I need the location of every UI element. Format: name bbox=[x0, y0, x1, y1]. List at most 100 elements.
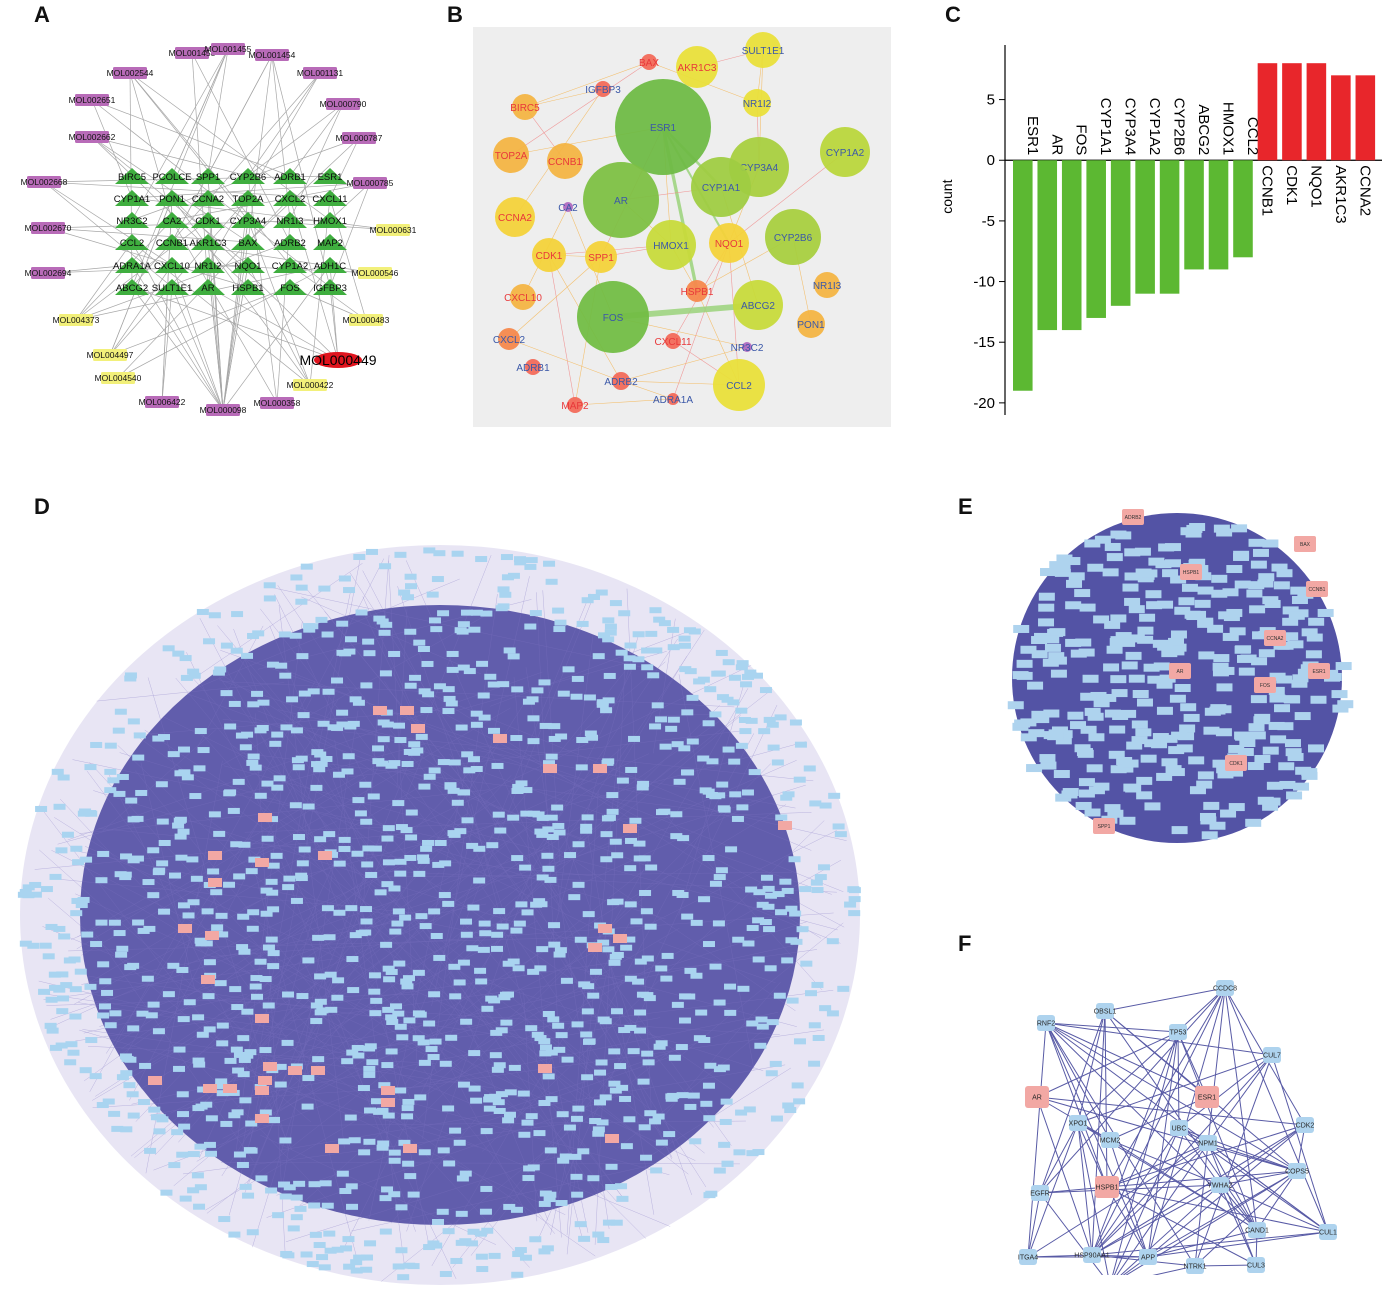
network-node bbox=[586, 734, 599, 741]
network-node bbox=[420, 845, 433, 852]
network-node bbox=[423, 773, 436, 780]
network-node bbox=[156, 1116, 169, 1123]
network-node bbox=[632, 656, 645, 663]
highlight-node bbox=[255, 1086, 269, 1095]
ppi-node: ADRB1 bbox=[516, 359, 550, 375]
edge bbox=[329, 137, 360, 199]
network-node bbox=[300, 563, 313, 570]
network-node bbox=[636, 784, 649, 791]
target-node-triangle bbox=[155, 168, 189, 184]
network-node bbox=[417, 857, 430, 864]
network-node bbox=[283, 875, 296, 882]
network-node bbox=[174, 816, 187, 823]
network-node bbox=[541, 852, 554, 859]
ppi-node-label: FOS bbox=[603, 313, 624, 324]
ppi-node: TOP2A bbox=[493, 137, 529, 173]
network-node bbox=[492, 811, 505, 818]
target-node-triangle bbox=[115, 212, 149, 228]
network-node bbox=[390, 1003, 403, 1010]
edge bbox=[406, 864, 534, 1232]
network-node bbox=[609, 600, 622, 607]
network-node bbox=[156, 860, 169, 867]
hub-node: TP53 bbox=[1169, 1024, 1187, 1040]
edge bbox=[247, 54, 273, 243]
network-node bbox=[360, 682, 373, 689]
highlight-node-box bbox=[1169, 663, 1191, 679]
network-node bbox=[1027, 681, 1044, 690]
network-node bbox=[1228, 744, 1245, 753]
network-node bbox=[262, 1002, 275, 1009]
network-node bbox=[247, 632, 260, 639]
highlight-node-label: FOS bbox=[1260, 683, 1271, 689]
ppi-node-label: HMOX1 bbox=[653, 241, 689, 252]
network-node bbox=[525, 557, 538, 564]
highlight-node: HSPB1 bbox=[1180, 564, 1202, 580]
network-node bbox=[483, 1105, 496, 1112]
network-node bbox=[641, 955, 654, 962]
hub-node: MCM2 bbox=[1100, 1132, 1120, 1148]
ppi-node-circle bbox=[547, 143, 583, 179]
network-node bbox=[207, 868, 220, 875]
network-node bbox=[120, 1070, 133, 1077]
highlight-node bbox=[381, 1086, 395, 1095]
network-node bbox=[561, 1056, 574, 1063]
network-node bbox=[418, 783, 431, 790]
network-node bbox=[1282, 617, 1299, 626]
edge bbox=[84, 846, 538, 1045]
highlight-node bbox=[588, 943, 602, 952]
network-node bbox=[302, 1075, 315, 1082]
network-node bbox=[1189, 558, 1206, 567]
network-node bbox=[369, 845, 382, 852]
network-node bbox=[248, 856, 261, 863]
network-node bbox=[333, 860, 346, 867]
hub-node: OBSL1 bbox=[1094, 1003, 1116, 1019]
edge bbox=[109, 286, 291, 356]
herb-node-label: MOL000098 bbox=[200, 405, 247, 415]
network-node bbox=[193, 1203, 206, 1210]
network-node bbox=[1055, 736, 1072, 745]
network-node bbox=[539, 1044, 552, 1051]
network-node bbox=[786, 997, 799, 1004]
network-node bbox=[808, 1060, 821, 1067]
network-node bbox=[1033, 715, 1050, 724]
edge bbox=[1256, 1170, 1298, 1231]
network-node bbox=[819, 802, 832, 809]
network-node bbox=[1128, 634, 1145, 643]
network-node bbox=[1087, 563, 1104, 572]
target-node-label: CYP3A4 bbox=[230, 216, 266, 227]
network-node bbox=[290, 1214, 303, 1221]
target-node-label: SPP1 bbox=[196, 172, 220, 183]
network-node bbox=[104, 787, 117, 794]
network-node bbox=[194, 1184, 207, 1191]
highlight-node bbox=[403, 1144, 417, 1153]
highlight-node bbox=[311, 1066, 325, 1075]
edge bbox=[79, 1029, 479, 1148]
network-node bbox=[1203, 726, 1220, 735]
network-node bbox=[548, 735, 561, 742]
edge bbox=[329, 817, 625, 1201]
network-node bbox=[1337, 700, 1354, 709]
network-node bbox=[438, 892, 451, 899]
edge bbox=[96, 882, 377, 1049]
network-node bbox=[572, 841, 585, 848]
edge bbox=[140, 762, 195, 990]
target-node-triangle bbox=[191, 212, 225, 228]
network-node bbox=[50, 1044, 63, 1051]
network-node bbox=[191, 1172, 204, 1179]
network-node bbox=[280, 724, 293, 731]
network-node bbox=[348, 1137, 361, 1144]
network-node bbox=[331, 994, 344, 1001]
network-node bbox=[63, 957, 76, 964]
network-node bbox=[605, 1184, 618, 1191]
network-node bbox=[244, 1049, 257, 1056]
edge bbox=[186, 652, 333, 956]
network-node bbox=[686, 738, 699, 745]
network-node bbox=[241, 652, 254, 659]
network-node bbox=[236, 1161, 249, 1168]
network-node bbox=[437, 1147, 450, 1154]
network-node bbox=[405, 809, 418, 816]
edge bbox=[222, 830, 837, 1139]
edge bbox=[75, 241, 291, 321]
network-node bbox=[499, 591, 512, 598]
